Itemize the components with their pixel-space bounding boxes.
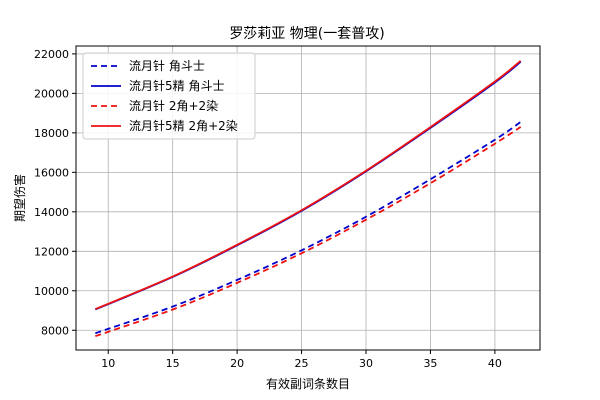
x-tick-label: 25 — [295, 357, 309, 370]
series-line-3 — [95, 126, 522, 338]
legend-label-3: 流月针 2角+2染 — [129, 98, 218, 113]
x-tick-label: 15 — [166, 357, 180, 370]
y-axis-label: 期望伤害 — [12, 174, 27, 222]
y-tick-label: 16000 — [34, 166, 69, 179]
y-tick-label: 22000 — [34, 48, 69, 61]
x-tick-label: 30 — [359, 357, 373, 370]
legend-label-4: 流月针5精 2角+2染 — [129, 118, 238, 133]
series-line-1 — [95, 121, 522, 335]
chart-title: 罗莎莉亚 物理(一套普攻) — [229, 26, 384, 42]
x-axis-label: 有效副词条数目 — [266, 376, 350, 391]
legend-label-2: 流月针5精 角斗士 — [129, 78, 224, 93]
y-tick-label: 14000 — [34, 206, 69, 219]
y-tick-label: 8000 — [41, 324, 69, 337]
x-tick-label: 35 — [423, 357, 437, 370]
legend-label-1: 流月针 角斗士 — [129, 58, 205, 73]
series-line-4 — [94, 60, 522, 310]
plot-frame — [75, 45, 541, 351]
legend-box — [82, 52, 256, 140]
x-tick-label: 40 — [488, 357, 502, 370]
series-layer — [94, 60, 522, 338]
x-tick-label: 10 — [101, 357, 115, 370]
y-tick-label: 10000 — [34, 285, 69, 298]
y-tick-label: 20000 — [34, 87, 69, 100]
x-tick-label: 20 — [230, 357, 244, 370]
y-tick-label: 18000 — [34, 127, 69, 140]
ticks-layer: 10 15 20 25 30 35 40 8000 10000 12000 14000 16000 18… — [34, 48, 502, 370]
y-tick-label: 12000 — [34, 245, 69, 258]
